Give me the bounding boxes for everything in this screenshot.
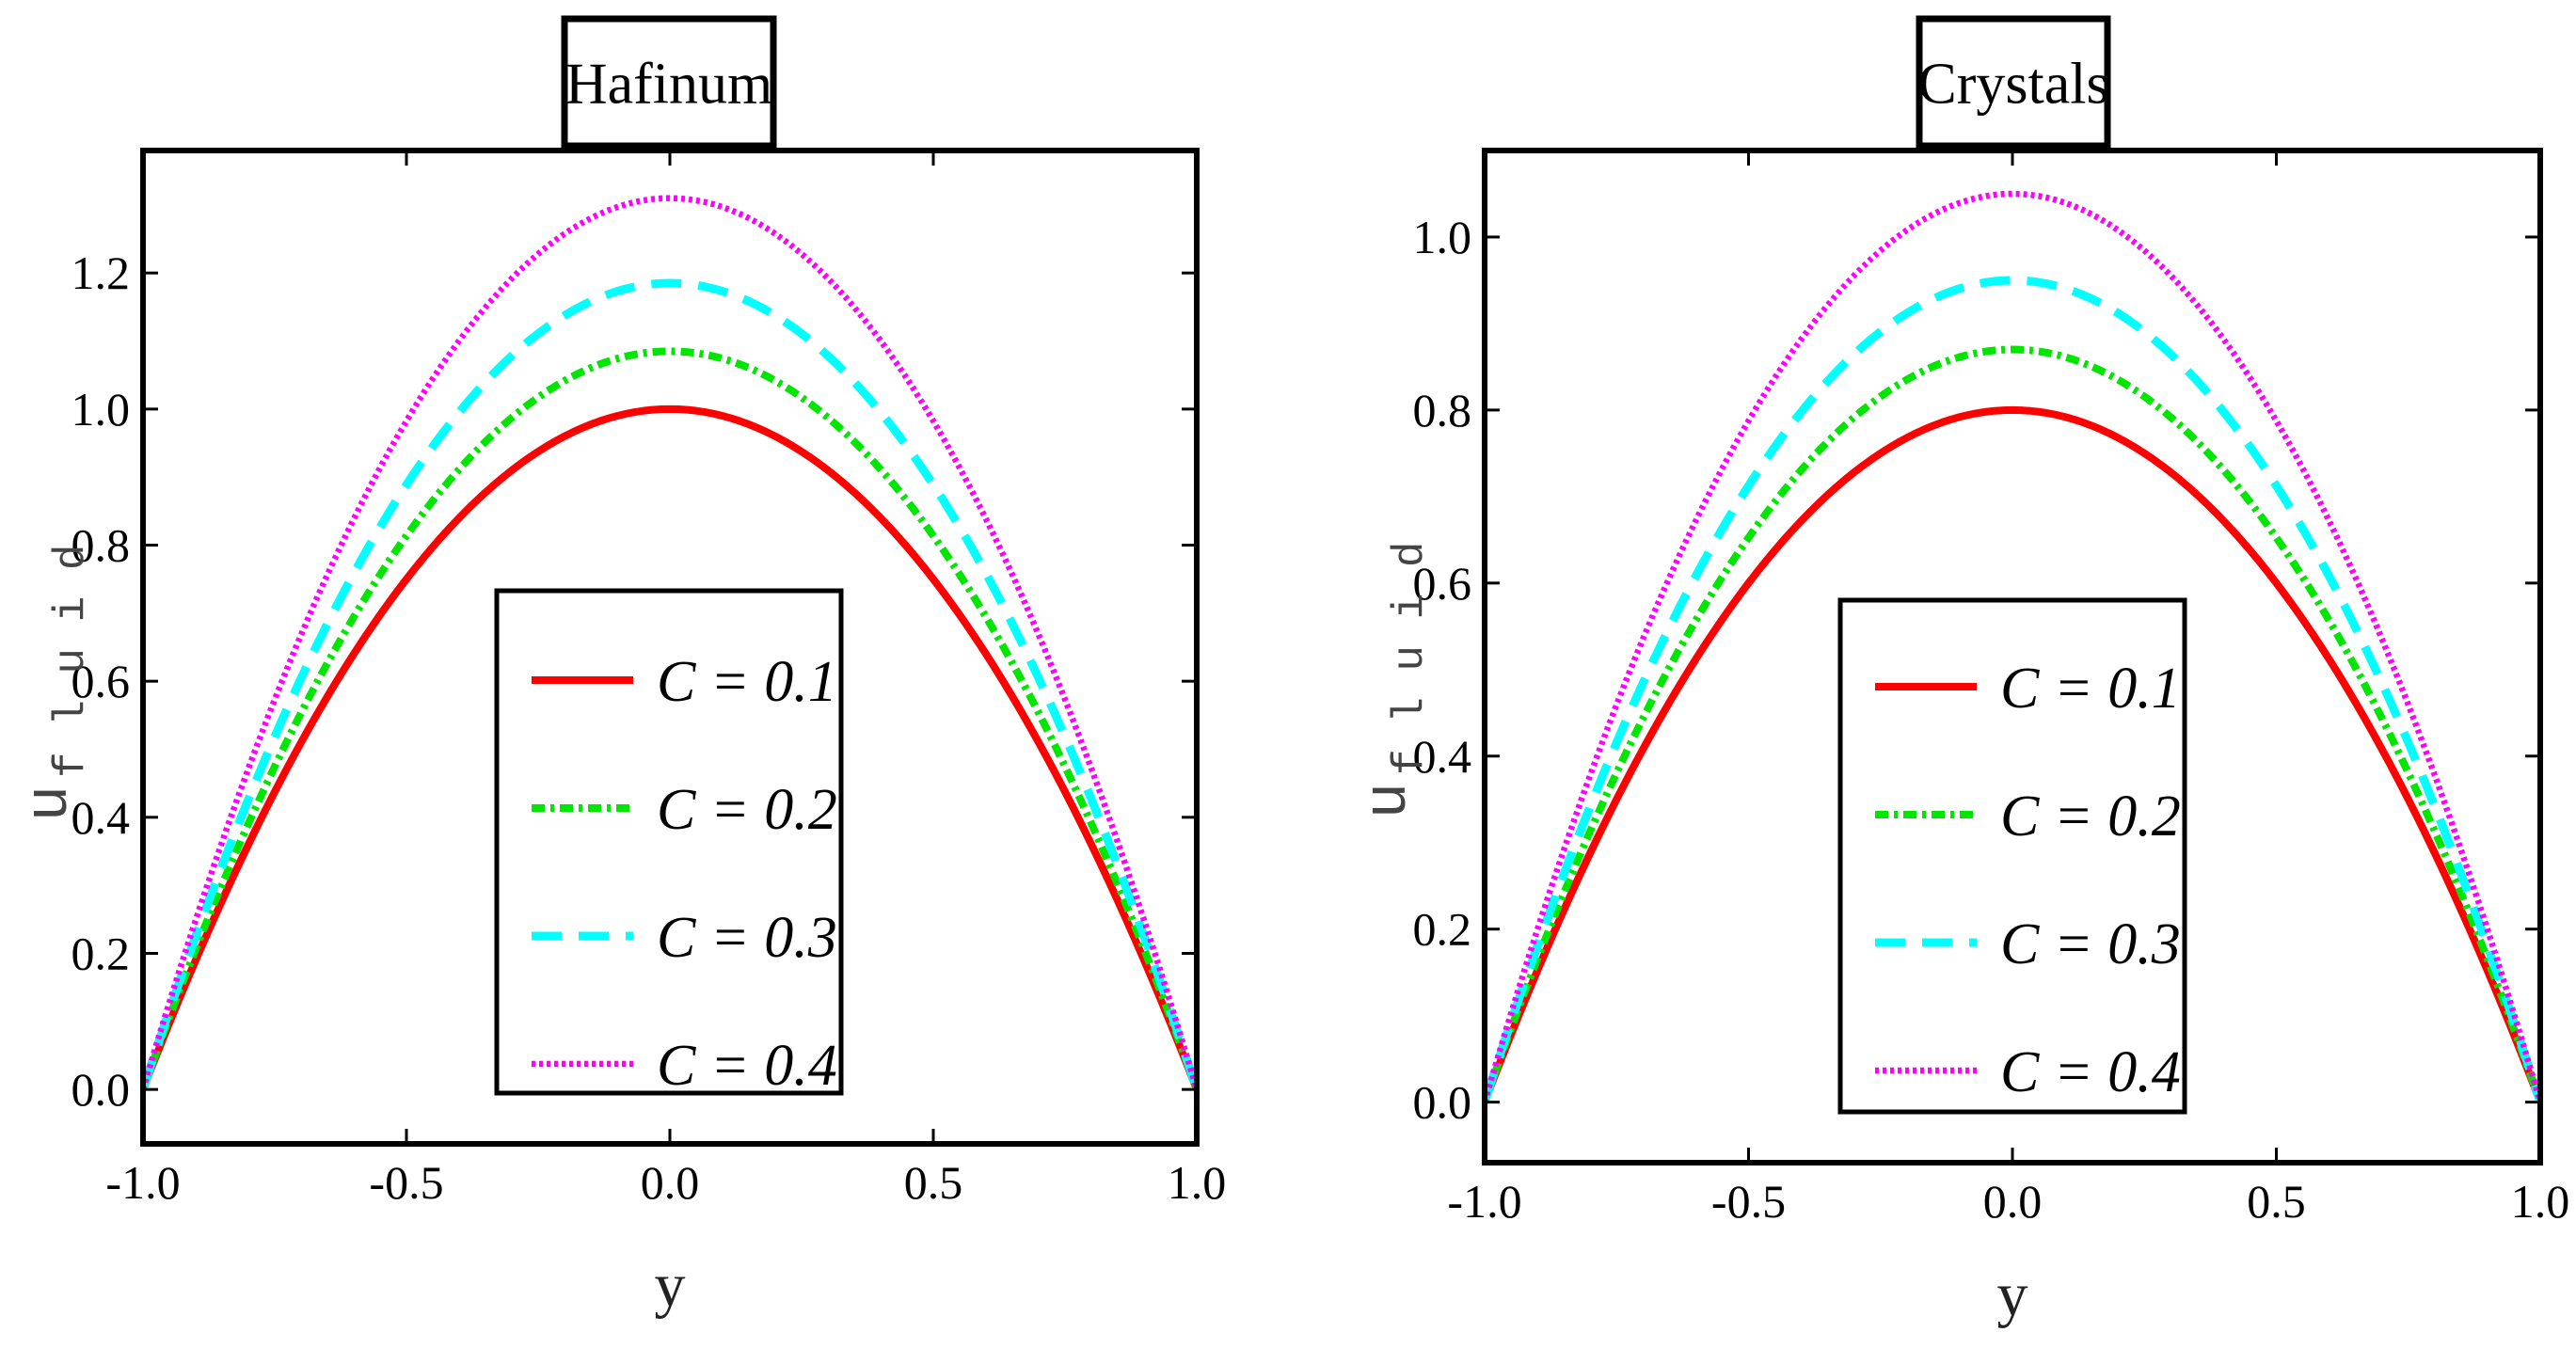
chart-panel-0: Hafinum -1.0 -0.5 0.0 0.5 1.0 0.0 0.2 0.4 0.6 0.8 1…: [17, 15, 1227, 1320]
y-tick-label: 0.2: [1413, 903, 1472, 956]
y-tick-label: 0.4: [72, 791, 131, 844]
series-line-2: [143, 347, 1197, 1091]
x-tick-label: 0.5: [2247, 1175, 2306, 1228]
chart-title-box: [561, 15, 777, 150]
y-tick-label: 0.6: [72, 655, 131, 707]
x-axis-label: y: [655, 1251, 686, 1320]
y-axis-label-subscript: f l u i d: [1386, 542, 1435, 775]
x-axis-label: y: [1997, 1261, 2028, 1329]
chart-title: Hafinum: [565, 53, 772, 117]
series-line-2: [1485, 345, 2540, 1103]
legend-label-4: C = 0.4: [657, 1034, 837, 1098]
series-line-3: [143, 278, 1197, 1091]
chart-title-box: [1916, 15, 2111, 150]
x-tick-label: 1.0: [1168, 1156, 1227, 1209]
series-line-4: [1485, 190, 2540, 1103]
series-line-4: [143, 195, 1197, 1091]
legend: C = 0.1 C = 0.2 C = 0.3 C = 0.4: [494, 588, 844, 1098]
series-line-1: [1485, 405, 2540, 1104]
y-tick-label: 0.0: [72, 1063, 131, 1116]
legend-label-2: C = 0.2: [2000, 785, 2181, 848]
y-tick-label: 0.8: [1413, 384, 1472, 436]
chart-title: Crystals: [1917, 53, 2108, 117]
legend-label-3: C = 0.3: [657, 906, 837, 970]
x-tick-label: 0.0: [641, 1156, 700, 1209]
legend: C = 0.1 C = 0.2 C = 0.3 C = 0.4: [1837, 597, 2187, 1115]
legend-box: [494, 588, 844, 1096]
y-axis-label: u f l u i d: [17, 545, 96, 822]
y-tick-label: 1.0: [1413, 211, 1472, 263]
legend-label-3: C = 0.3: [2000, 912, 2181, 976]
series-group: [143, 195, 1197, 1091]
chart-panel-1: Crystals -1.0 -0.5 0.0 0.5 1.0 0.0 0.2 0.4 0.6 0.8…: [1356, 15, 2570, 1329]
legend-label-2: C = 0.2: [657, 778, 837, 842]
x-tick-label: -0.5: [369, 1156, 443, 1209]
series-group: [1485, 190, 2540, 1104]
x-tick-label: -1.0: [1447, 1175, 1521, 1228]
x-tick-label: 0.5: [904, 1156, 963, 1209]
y-axis-label-subscript: f l u i d: [47, 545, 96, 778]
y-tick-label: 0.2: [72, 927, 131, 979]
y-axis-label: u f l u i d: [1356, 542, 1435, 819]
y-tick-label: 1.0: [72, 383, 131, 436]
x-tick-label: 1.0: [2511, 1175, 2570, 1228]
legend-label-1: C = 0.1: [657, 650, 837, 714]
y-tick-label: 0.8: [72, 519, 131, 572]
legend-label-1: C = 0.1: [2000, 657, 2181, 721]
legend-label-4: C = 0.4: [2000, 1040, 2181, 1104]
y-tick-label: 1.2: [72, 246, 131, 299]
x-tick-label: -0.5: [1711, 1175, 1786, 1228]
x-tick-label: 0.0: [1983, 1175, 2043, 1228]
y-tick-label: 0.6: [1413, 557, 1472, 610]
y-axis-label-main: u: [17, 785, 85, 821]
y-tick-label: 0.0: [1413, 1076, 1472, 1129]
y-tick-label: 0.4: [1413, 730, 1472, 783]
y-axis-label-main: u: [1356, 783, 1423, 818]
x-tick-label: -1.0: [105, 1156, 180, 1209]
series-line-1: [143, 404, 1197, 1091]
series-line-3: [1485, 276, 2540, 1104]
